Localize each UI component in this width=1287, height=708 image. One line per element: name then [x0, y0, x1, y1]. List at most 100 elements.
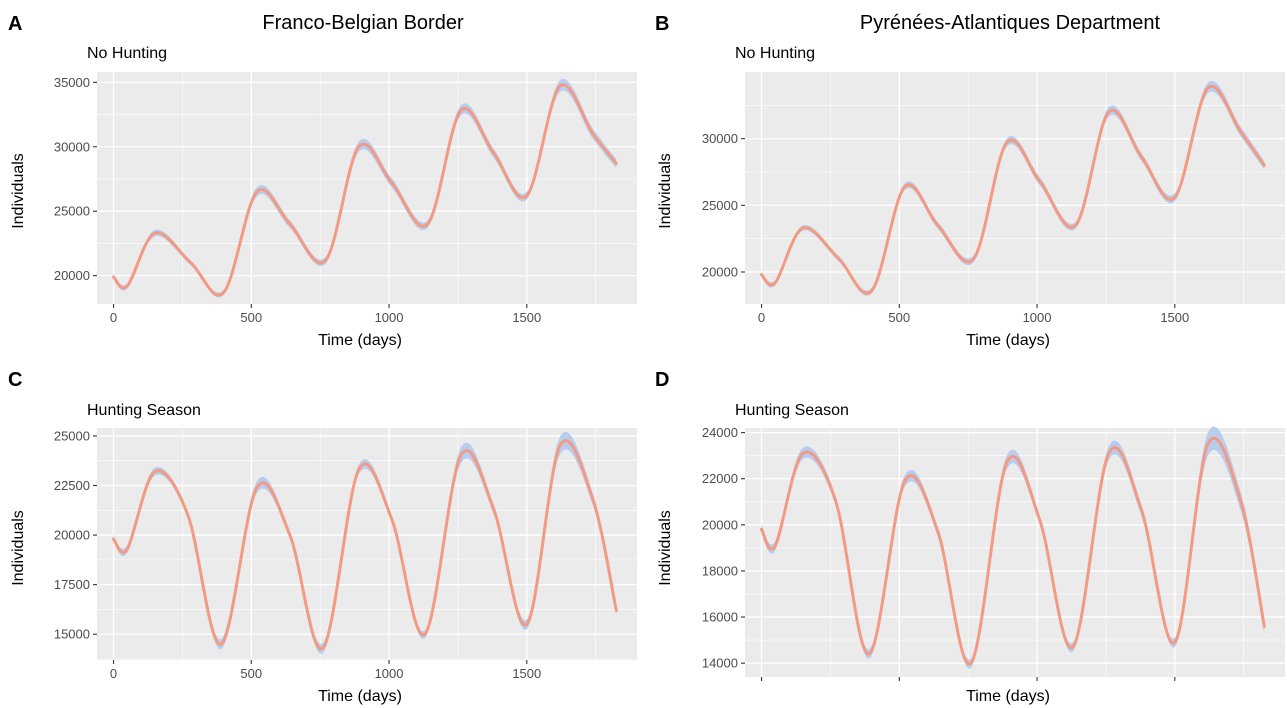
x-axis-title: Time (days) — [318, 332, 402, 349]
data-point — [774, 544, 776, 546]
y-tick-label: 25000 — [54, 204, 90, 219]
data-point — [526, 623, 528, 625]
y-tick-label: 15000 — [54, 627, 90, 642]
data-point — [289, 534, 291, 536]
x-tick-label: 1000 — [375, 666, 404, 681]
plot-area: 0 500 1000 1500 20000 25000 30000 35000 — [54, 72, 637, 325]
data-point — [223, 291, 225, 293]
data-point — [1006, 141, 1008, 143]
data-point — [358, 468, 360, 470]
data-point — [835, 501, 837, 503]
y-tick-label: 35000 — [54, 75, 90, 90]
data-point — [324, 259, 326, 261]
x-tick-label: 1000 — [375, 310, 404, 325]
y-tick-label: 20000 — [702, 517, 738, 532]
data-point — [256, 191, 258, 193]
data-point — [1141, 156, 1143, 158]
data-point — [760, 528, 762, 530]
x-tick-label: 0 — [758, 310, 765, 325]
data-point — [493, 508, 495, 510]
plot-background — [97, 72, 637, 304]
data-point — [189, 262, 191, 264]
plot-area: 14000 16000 18000 20000 22000 24000 — [702, 425, 1285, 681]
x-tick-label: 1500 — [1160, 310, 1189, 325]
panel-letter: B — [655, 13, 669, 35]
data-point — [256, 486, 258, 488]
series-line — [760, 84, 1266, 295]
data-point — [391, 518, 393, 520]
data-point — [802, 227, 804, 229]
data-point — [760, 273, 762, 275]
data-point — [1174, 641, 1176, 643]
data-point — [1207, 87, 1209, 89]
column-title-right: Pyrénées-Atlantiques Department — [860, 12, 1161, 34]
data-point — [154, 232, 156, 234]
y-tick-label: 20000 — [702, 265, 738, 280]
data-point — [972, 257, 974, 259]
y-tick-label: 18000 — [702, 563, 738, 578]
data-point — [154, 470, 156, 472]
data-point — [424, 633, 426, 635]
series-line — [112, 439, 618, 651]
panel-letter: C — [8, 369, 22, 391]
x-tick-label: 0 — [110, 310, 117, 325]
data-point — [187, 514, 189, 516]
data-point — [1207, 443, 1209, 445]
y-axis-title: Individuals — [10, 153, 27, 229]
x-tick-label: 500 — [240, 666, 262, 681]
data-point — [493, 152, 495, 154]
y-tick-label: 22500 — [54, 478, 90, 493]
data-point — [1074, 224, 1076, 226]
data-point — [126, 285, 128, 287]
x-tick-label: 1500 — [512, 666, 541, 681]
data-point — [220, 643, 222, 645]
y-tick-label: 20000 — [54, 528, 90, 543]
data-point — [112, 538, 114, 540]
data-point — [1072, 646, 1074, 648]
x-tick-label: 500 — [240, 310, 262, 325]
data-point — [592, 498, 594, 500]
series-line — [112, 83, 618, 297]
data-point — [126, 548, 128, 550]
data-point — [615, 162, 617, 164]
column-title-left: Franco-Belgian Border — [262, 12, 464, 34]
x-axis-title: Time (days) — [318, 688, 402, 705]
plot-area: 0 500 1000 1500 20000 25000 30000 — [702, 72, 1285, 325]
y-tick-label: 25000 — [54, 428, 90, 443]
y-axis-title: Individuals — [10, 510, 27, 586]
data-point — [112, 276, 114, 278]
panel-subtitle: No Hunting — [735, 45, 815, 62]
data-point — [459, 455, 461, 457]
plot-area: 0 500 1000 1500 15000 17500 20000 22500 25000 — [54, 428, 637, 681]
data-point — [391, 182, 393, 184]
data-point — [1141, 510, 1143, 512]
data-point — [937, 224, 939, 226]
panel-subtitle: Hunting Season — [735, 402, 849, 419]
data-point — [358, 146, 360, 148]
data-point — [559, 445, 561, 447]
series-line — [760, 436, 1266, 666]
panel-subtitle: No Hunting — [87, 45, 167, 62]
x-axis-title: Time (days) — [966, 688, 1050, 705]
plot-background — [745, 428, 1285, 677]
x-axis-title: Time (days) — [966, 332, 1050, 349]
data-point — [559, 85, 561, 87]
panel-letter: D — [655, 369, 669, 391]
data-point — [1263, 164, 1265, 166]
plot-background — [745, 72, 1285, 304]
data-point — [322, 647, 324, 649]
x-tick-label: 1000 — [1023, 310, 1052, 325]
data-point — [289, 223, 291, 225]
y-axis-title: Individuals — [657, 153, 674, 229]
y-tick-label: 14000 — [702, 656, 738, 671]
data-point — [1107, 111, 1109, 113]
data-point — [904, 185, 906, 187]
data-point — [970, 662, 972, 664]
y-tick-label: 25000 — [702, 198, 738, 213]
data-point — [459, 109, 461, 111]
y-axis-title: Individuals — [657, 510, 674, 586]
data-point — [1240, 131, 1242, 133]
data-point — [1039, 519, 1041, 521]
y-tick-label: 20000 — [54, 268, 90, 283]
data-point — [1039, 180, 1041, 182]
